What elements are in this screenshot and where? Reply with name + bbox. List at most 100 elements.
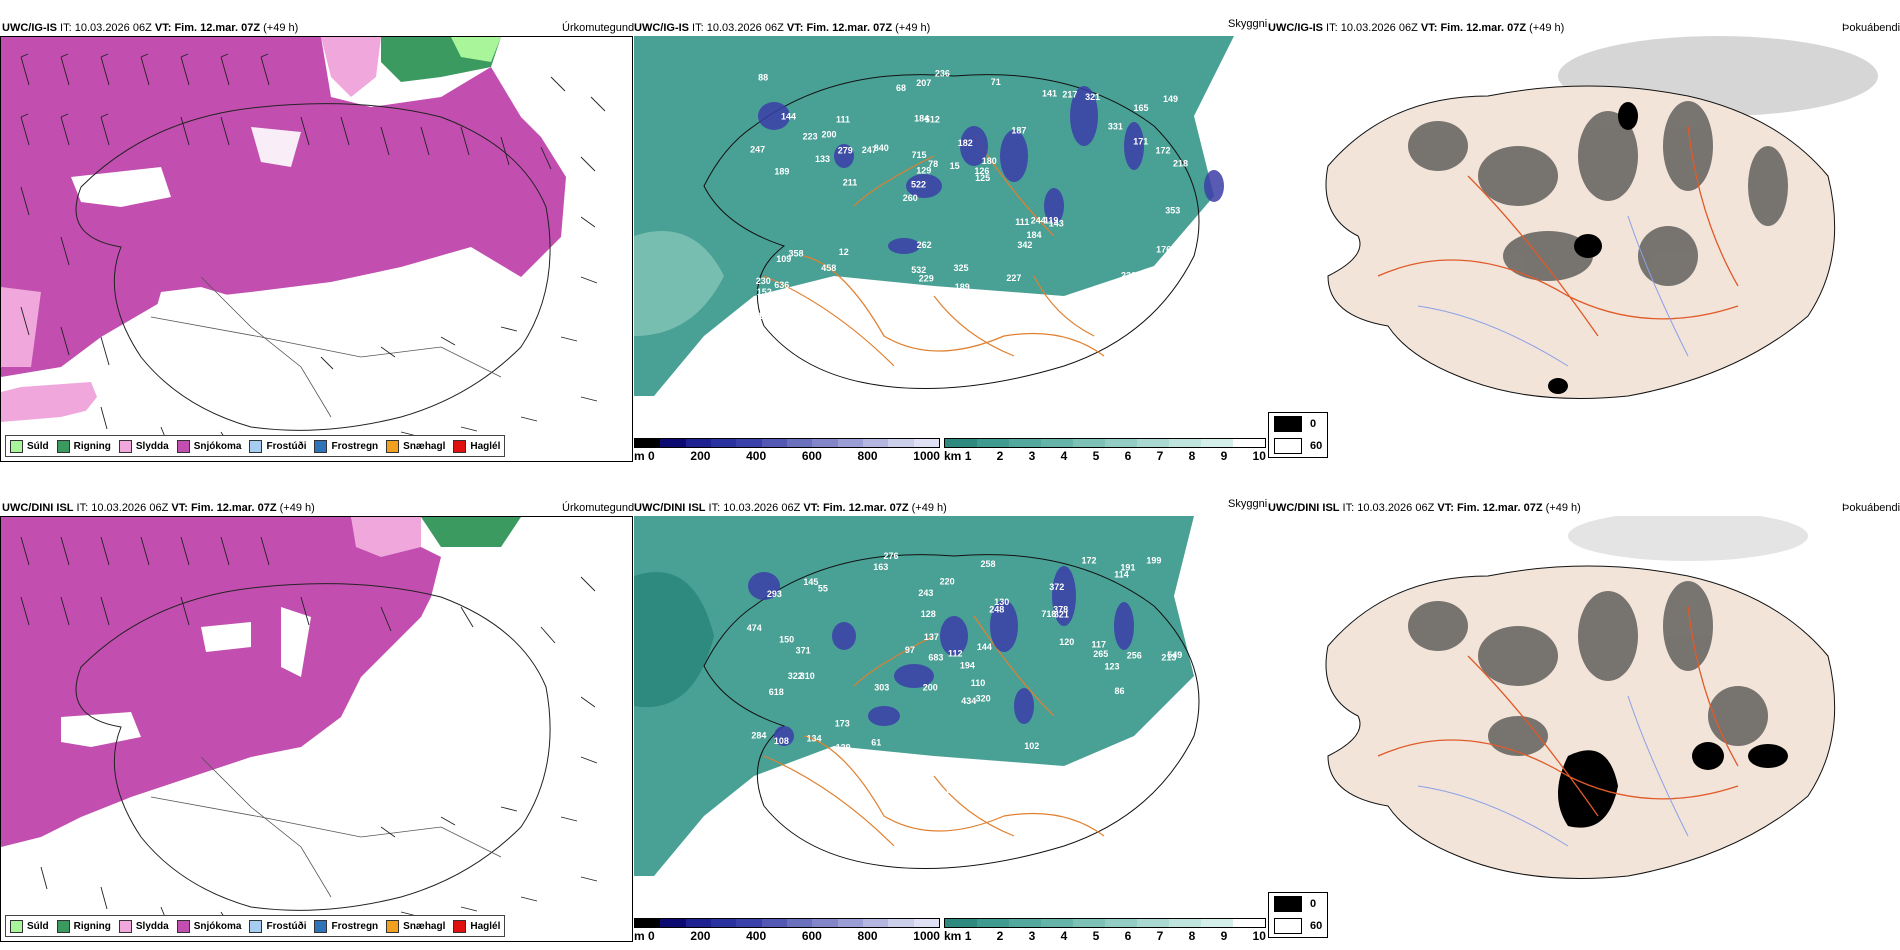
wind-barbs-1: [20, 53, 606, 450]
cloud-base-label: 150: [779, 635, 794, 645]
cloud-base-label: 71: [991, 77, 1001, 87]
cloud-base-label: 144: [977, 642, 992, 652]
cloud-base-label: 108: [774, 736, 789, 746]
cloud-base-label: 194: [960, 661, 975, 671]
cloud-base-label: 123: [1105, 662, 1120, 672]
cloud-base-label: 165: [1134, 103, 1149, 113]
cloud-base-label: 175: [1104, 768, 1119, 778]
cloud-base-label: 207: [916, 78, 931, 88]
cloud-title-1: Skyggni: [1228, 18, 1268, 30]
fog-title-2: Þokuábendi: [1842, 502, 1900, 514]
cloud-base-label: 163: [873, 562, 888, 572]
cloud-map-svg-2: 276 372 213 200 320 310 293 718 618 248 194 393 163 3…: [634, 516, 1266, 916]
row-2: UWC/DINI ISL IT: 10.03.2026 06Z VT: Fim.…: [0, 480, 1900, 950]
legend-item-sudl: Súld: [10, 439, 49, 453]
cloud-base-label: 718: [1041, 609, 1056, 619]
cloud-base-label: 260: [903, 193, 918, 203]
cloud-base-label: 220: [940, 576, 955, 586]
cloud-base-label: 223: [803, 132, 818, 142]
cloud-base-label: 129: [836, 742, 851, 752]
cloud-base-label: 284: [751, 731, 766, 741]
cloud-base-label: 189: [955, 282, 970, 292]
precip-legend-1: Súld Rigning Slydda Snjókoma Frostúði Fr…: [5, 435, 506, 457]
cloud-base-label: 371: [796, 646, 811, 656]
cloud-base-label: 229: [795, 315, 810, 325]
cloud-base-label: 126: [974, 166, 989, 176]
cloud-base-label: 182: [958, 138, 973, 148]
cloud-base-label: 217: [837, 295, 852, 305]
cloud-base-label: 230: [793, 306, 808, 316]
cloud-base-label: 331: [1108, 122, 1123, 132]
cloud-colorbar-km-1: km 1 2 3 4 5 6 7 8 9 10: [944, 438, 1266, 463]
cloud-base-label: 211: [843, 178, 858, 188]
cloud-base-label: 247: [750, 144, 765, 154]
legend-item-haglel: Haglél: [453, 439, 500, 453]
cloud-base-label: 137: [924, 632, 939, 642]
precip-map-1: Súld Rigning Slydda Snjókoma Frostúði Fr…: [0, 36, 633, 462]
cloud-base-label: 230: [907, 772, 922, 782]
cloud-base-label: 129: [916, 165, 931, 175]
cloud-base-label: 171: [1133, 137, 1148, 147]
fog-map-1: [1268, 36, 1898, 436]
cloud-colorbar-m-2: m 0 200 400 600 800 1000: [634, 918, 940, 943]
cloud-base-label: 353: [1165, 206, 1180, 216]
cloud-base-label: 132: [981, 796, 996, 806]
cloud-base-label: 180: [982, 156, 997, 166]
precip-header-1: UWC/IG-IS IT: 10.03.2026 06Z VT: Fim. 12…: [2, 22, 299, 34]
cloud-base-label: 303: [874, 682, 889, 692]
cloud-colorbar-m-1: m 0 200 400 600 800 1000: [634, 438, 940, 463]
cloud-base-label: 236: [935, 69, 950, 79]
cloud-base-label: 683: [928, 653, 943, 663]
cloud-base-label: 230: [756, 276, 771, 286]
fog-map-svg-2: [1268, 516, 1898, 916]
cloud-base-label: 279: [838, 145, 853, 155]
cloud-base-label: 265: [1093, 649, 1108, 659]
row-1: UWC/IG-IS IT: 10.03.2026 06Z VT: Fim. 12…: [0, 0, 1900, 470]
cloud-base-label: 155: [825, 277, 840, 287]
cloud-base-label: 111: [836, 115, 850, 125]
cloud-base-label: 310: [800, 671, 815, 681]
cloud-base-label: 200: [822, 130, 837, 140]
cloud-base-label: 129: [1092, 298, 1107, 308]
cloud-base-label: 225: [1104, 756, 1119, 766]
cloud-base-label: 88: [758, 73, 768, 83]
cloud-base-label: 636: [774, 280, 789, 290]
precip-title-2: Úrkomutegund: [562, 502, 635, 514]
cloud-base-label: 715: [912, 150, 927, 160]
cloud-base-label: 248: [989, 605, 1004, 615]
legend-item-slydda: Slydda: [118, 439, 169, 453]
legend-item-snjokoma: Snjókoma: [176, 439, 241, 453]
cloud-base-label: 169: [761, 303, 776, 313]
fog-header-2: UWC/DINI ISL IT: 10.03.2026 06Z VT: Fim.…: [1268, 502, 1581, 514]
cloud-base-label: 320: [976, 694, 991, 704]
fog-header-1: UWC/IG-IS IT: 10.03.2026 06Z VT: Fim. 12…: [1268, 22, 1565, 34]
cloud-base-label: 150: [961, 312, 976, 322]
cloud-base-label: 184: [1027, 230, 1042, 240]
cloud-labels-1: 3421891652601873021841823588401521555121…: [750, 69, 1188, 325]
cloud-base-label: 111: [1015, 217, 1029, 227]
legend-item-snaehagl: Snæhagl: [386, 439, 445, 453]
cloud-base-label: 119: [1044, 216, 1059, 226]
cloud-base-label: 247: [862, 145, 877, 155]
fog-map-2: [1268, 516, 1898, 916]
cloud-base-label: 218: [1173, 159, 1188, 169]
cloud-colorbar-km-2: km 1 2 3 4 5 6 7 8 9 10: [944, 918, 1266, 943]
cloud-base-label: 199: [1146, 556, 1161, 566]
fog-legend-2: 0 60: [1268, 892, 1329, 938]
snow-area-1: [1, 37, 566, 377]
precip-map-svg-2: [1, 517, 632, 941]
cloud-base-label: 149: [1163, 94, 1178, 104]
cloud-base-label: 12: [839, 247, 849, 257]
cloud-base-label: 217: [1062, 90, 1077, 100]
cloud-header-2: UWC/DINI ISL IT: 10.03.2026 06Z VT: Fim.…: [634, 502, 947, 514]
cloud-base-label: 141: [1042, 89, 1057, 99]
cloud-base-label: 187: [1011, 126, 1026, 136]
cloud-base-label: 213: [1161, 652, 1176, 662]
cloud-base-label: 191: [1120, 563, 1135, 573]
cloud-base-label: 618: [769, 687, 784, 697]
cloud-base-label: 163: [945, 785, 960, 795]
fog-legend-1: 0 60: [1268, 412, 1329, 458]
cloud-base-label: 125: [975, 173, 990, 183]
cloud-base-label: 227: [1006, 273, 1021, 283]
cloud-base-label: 458: [821, 263, 836, 273]
